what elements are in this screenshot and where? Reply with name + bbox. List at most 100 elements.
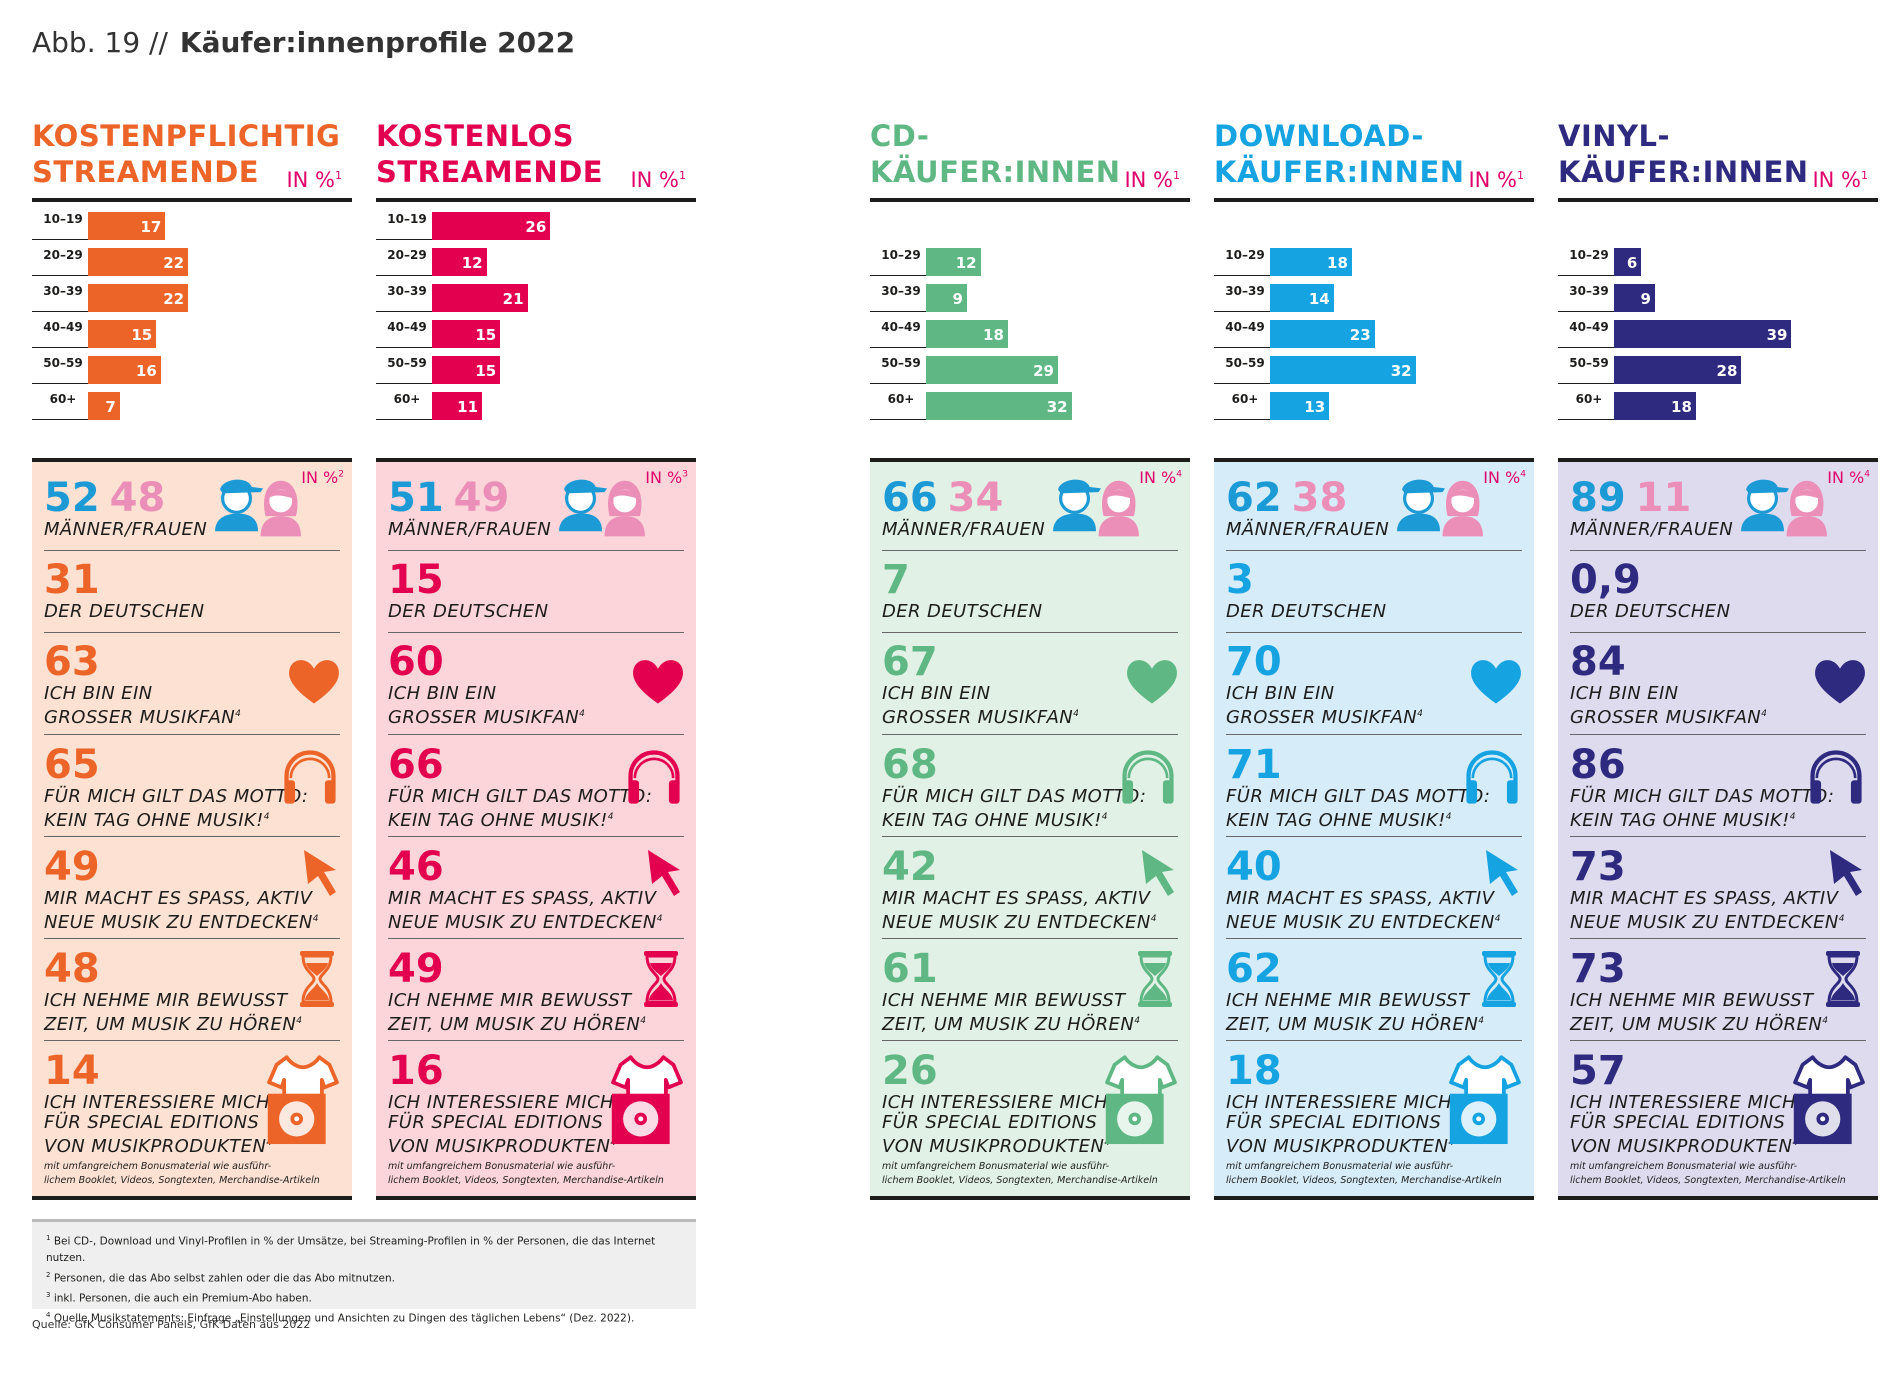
stat-label-text: VON MUSIKPRODUKTEN <box>1226 1136 1449 1157</box>
stat-label-text: FÜR MICH GILT DAS MOTTO: <box>388 786 653 807</box>
age-underline <box>870 419 928 420</box>
stat-zeit: 48 ICH NEHME MIR BEWUSST ZEIT, UM MUSIK ZU… <box>44 947 340 1035</box>
separator <box>1226 550 1522 551</box>
stat-label: FÜR SPECIAL EDITIONS <box>388 1113 684 1133</box>
stat-special-value: 18 <box>1226 1048 1282 1094</box>
men-share: 66 <box>882 475 938 521</box>
stat-special: 57 ICH INTERESSIERE MICH FÜR SPECIAL EDITI… <box>1570 1049 1866 1188</box>
stat-label: KEIN TAG OHNE MUSIK!4 <box>1570 807 1866 831</box>
stat-label-text: GROSSER MUSIKFAN <box>388 707 580 728</box>
stat-zeit: 73 ICH NEHME MIR BEWUSST ZEIT, UM MUSIK ZU… <box>1570 947 1866 1035</box>
stat-label: FÜR SPECIAL EDITIONS <box>882 1113 1178 1133</box>
age-underline <box>376 383 434 384</box>
age-tick-label: 60+ <box>393 392 421 406</box>
special-editions-note: mit umfangreichem Bonusmaterial wie ausf… <box>1570 1160 1866 1188</box>
bar-value-label: 9 <box>1640 290 1651 308</box>
age-bar-chart: 10–29 6 30–39 9 40–49 39 50–59 28 60+ 18 <box>1558 202 1878 458</box>
stat-deutschen-value: 7 <box>882 557 910 603</box>
bar-row: 10–29 12 <box>870 246 1190 276</box>
bar-value-label: 18 <box>1671 398 1692 416</box>
stat-label-text: MIR MACHT ES SPASS, AKTIV <box>1226 888 1495 909</box>
stat-label-text: KEIN TAG OHNE MUSIK! <box>1570 810 1790 831</box>
stat-special-value: 57 <box>1570 1048 1626 1094</box>
bar: 16 <box>88 356 161 384</box>
age-underline <box>376 275 434 276</box>
women-share: 38 <box>1291 475 1348 521</box>
column-title: DOWNLOAD- KÄUFER:INNEN <box>1214 118 1465 190</box>
stat-label: GROSSER MUSIKFAN4 <box>388 704 684 728</box>
statement-footnote-ref: 4 <box>296 1016 303 1026</box>
statement-footnote-ref: 4 <box>1150 914 1157 924</box>
bar-value-label: 28 <box>1716 362 1738 380</box>
stat-gender: 89 11 MÄNNER/FRAUEN <box>1570 476 1866 540</box>
special-note-line-2: lichem Booklet, Videos, Songtexten, Merc… <box>44 1175 320 1186</box>
special-note-line-1: mit umfangreichem Bonusmaterial wie ausf… <box>1570 1161 1798 1172</box>
stat-musikfan-value: 84 <box>1570 639 1626 685</box>
stat-label: ICH INTERESSIERE MICH <box>388 1093 684 1113</box>
stat-label-text: DER DEUTSCHEN <box>44 601 205 622</box>
men-women-icon <box>1741 479 1827 537</box>
special-note-line-1: mit umfangreichem Bonusmaterial wie ausf… <box>44 1161 272 1172</box>
stat-motto: 71 FÜR MICH GILT DAS MOTTO: KEIN TAG OHNE … <box>1226 743 1522 831</box>
bar-row: 50–59 32 <box>1214 354 1534 384</box>
rule-middle <box>1214 458 1534 462</box>
stat-deutschen: 15 DER DEUTSCHEN <box>388 558 684 622</box>
stat-label-text: ICH INTERESSIERE MICH <box>882 1092 1108 1113</box>
age-underline <box>376 419 434 420</box>
column-title-line-1: CD- <box>870 119 930 153</box>
stat-label-text: ICH BIN EIN <box>882 683 991 704</box>
stat-label: MÄNNER/FRAUEN <box>1570 519 1734 540</box>
age-tick-label: 20–29 <box>43 248 83 262</box>
separator <box>44 1040 340 1041</box>
bar: 32 <box>1270 356 1416 384</box>
statement-footnote-ref: 4 <box>640 1016 647 1026</box>
special-editions-note: mit umfangreichem Bonusmaterial wie ausf… <box>44 1160 340 1188</box>
stat-entdecken: 46 MIR MACHT ES SPASS, AKTIV NEUE MUSIK ZU… <box>388 845 684 933</box>
age-tick-label: 30–39 <box>1225 284 1265 298</box>
age-underline <box>1558 383 1616 384</box>
stat-label: NEUE MUSIK ZU ENTDECKEN4 <box>388 909 684 933</box>
separator <box>1226 734 1522 735</box>
stat-motto-value: 66 <box>388 742 444 788</box>
age-underline <box>1214 347 1272 348</box>
stat-special: 16 ICH INTERESSIERE MICH FÜR SPECIAL EDITI… <box>388 1049 684 1188</box>
footnote-3: 3 inkl. Personen, die auch ein Premium-A… <box>46 1290 312 1305</box>
stat-label: DER DEUTSCHEN <box>1226 602 1522 622</box>
stat-entdecken: 49 MIR MACHT ES SPASS, AKTIV NEUE MUSIK ZU… <box>44 845 340 933</box>
stat-label: NEUE MUSIK ZU ENTDECKEN4 <box>44 909 340 933</box>
column-title: VINYL- KÄUFER:INNEN <box>1558 118 1809 190</box>
bar-value-label: 22 <box>163 290 185 308</box>
statement-footnote-ref: 4 <box>1761 709 1768 719</box>
women-share: 34 <box>947 475 1004 521</box>
stat-label-text: DER DEUTSCHEN <box>882 601 1043 622</box>
age-tick-label: 10–29 <box>1569 248 1609 262</box>
stat-label-text: ZEIT, UM MUSIK ZU HÖREN <box>388 1014 641 1035</box>
bar-value-label: 15 <box>131 326 153 344</box>
footnotes: 1 Bei CD-, Download und Vinyl-Profilen i… <box>32 1219 696 1324</box>
stat-musikfan: 70 ICH BIN EIN GROSSER MUSIKFAN4 <box>1226 640 1522 728</box>
bar-value-label: 11 <box>457 398 479 416</box>
stat-entdecken: 73 MIR MACHT ES SPASS, AKTIV NEUE MUSIK ZU… <box>1570 845 1866 933</box>
stat-label-text: ICH INTERESSIERE MICH <box>1226 1092 1452 1113</box>
age-underline <box>376 311 434 312</box>
age-tick-label: 40–49 <box>43 320 83 334</box>
unit-label-text: IN % <box>286 168 335 192</box>
age-underline <box>1558 347 1616 348</box>
bar: 22 <box>88 284 189 312</box>
age-underline <box>32 383 90 384</box>
stat-label: ZEIT, UM MUSIK ZU HÖREN4 <box>1226 1011 1522 1035</box>
bar: 18 <box>1270 248 1352 276</box>
stat-label-text: ZEIT, UM MUSIK ZU HÖREN <box>882 1014 1135 1035</box>
profile-column: DOWNLOAD- KÄUFER:INNEN IN %1 10–29 18 30–39 14… <box>1214 118 1534 1200</box>
stat-deutschen: 7 DER DEUTSCHEN <box>882 558 1178 622</box>
unit-footnote-ref: 1 <box>335 169 342 182</box>
stat-motto-value: 71 <box>1226 742 1282 788</box>
statement-panel: IN %2 52 48 MÄNNER/FRAUEN 31 DER DEUTSCHEN 63 I… <box>32 462 352 1196</box>
stat-deutschen-value: 0,9 <box>1570 557 1641 603</box>
bar: 6 <box>1614 248 1642 276</box>
stat-label: MÄNNER/FRAUEN <box>882 519 1046 540</box>
unit-label-text: IN % <box>1124 168 1173 192</box>
separator <box>1226 1040 1522 1041</box>
stat-label: MIR MACHT ES SPASS, AKTIV <box>1570 889 1866 909</box>
column-heading: DOWNLOAD- KÄUFER:INNEN IN %1 <box>1214 118 1534 192</box>
